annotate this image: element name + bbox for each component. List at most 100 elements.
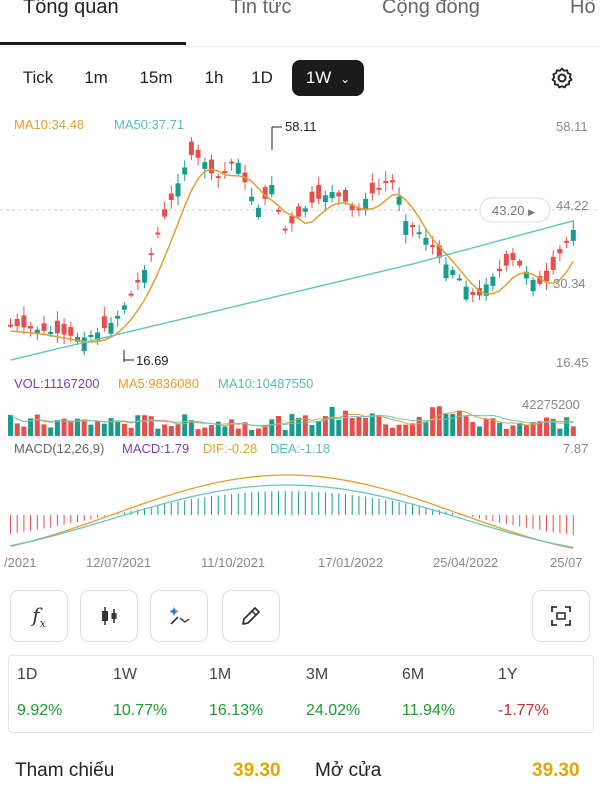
candle-body [363,198,369,211]
volume-bar [376,414,382,436]
candle-body [95,332,101,341]
top-tabs: Tổng quan Tin tức Cộng đồng Hồ [0,0,600,47]
gear-icon[interactable] [550,66,574,90]
volume-bar [229,419,235,436]
tab-overview[interactable]: Tổng quan [23,0,119,18]
volume-bar [343,410,348,436]
volume-bar [463,416,469,436]
candle-body [162,209,168,217]
candle-body [108,323,114,334]
volume-bar [108,418,114,436]
ai-tool-button[interactable] [150,590,208,642]
period-1d[interactable]: 1D [251,68,273,87]
candle-body [8,324,13,327]
candle-body [235,162,241,174]
performance-table: 1D 9.92% 1W 10.77% 1M 16.13% 3M 24.02% 6… [8,655,594,733]
candle-body [175,183,181,197]
candle-body [128,293,134,296]
candle-body [309,191,315,203]
tab-news[interactable]: Tin tức [230,0,292,18]
candle-body [523,271,529,279]
perf-label: 1M [209,666,232,683]
volume-bar [309,425,315,436]
candle-body [54,320,60,334]
candle-body [430,245,436,248]
volume-bar [202,427,208,436]
candle-body [356,208,362,211]
perf-value: 9.92% [17,702,63,719]
candle-body [517,260,523,266]
volume-bar [215,421,221,436]
period-selector: Tick 1m 15m 1h 1D 1W ⌄ [0,60,600,96]
candle-body [68,327,74,336]
date-label-5: 25/07 [550,555,583,570]
candle-body [544,270,549,282]
period-1m[interactable]: 1m [84,68,108,87]
volume-bar [269,419,275,436]
candle-body [168,193,174,200]
volume-bar [510,425,516,436]
active-tab-indicator [0,42,186,45]
macd-histogram [10,491,574,535]
volume-bar [41,424,47,436]
volume-bar [135,415,141,436]
chart-type-button[interactable] [80,590,138,642]
volume-bar [396,424,402,436]
reference-price-value: 39.30 [233,760,281,781]
date-label-0: /2021 [4,555,37,570]
volume-bar [142,415,147,436]
volume-bar [21,426,27,436]
low-price-marker: 16.69 [136,353,169,368]
volume-bar [329,406,335,436]
candle-body [195,149,201,158]
candlesticks [8,137,576,355]
fullscreen-button[interactable] [532,590,590,642]
period-1h[interactable]: 1h [204,68,224,87]
candle-body [436,245,442,258]
candle-body [450,270,456,275]
candle-body [41,323,47,331]
volume-bar [188,420,194,436]
volume-bar [262,425,268,436]
candle-body [396,196,402,205]
perf-label: 6M [402,666,425,683]
candle-body [289,215,295,224]
volume-ma10-line [10,414,574,427]
candle-body [369,182,375,194]
candle-body [316,185,322,199]
price-axis-top: 58.11 [556,119,588,134]
price-chart[interactable] [0,110,600,580]
candle-body [570,230,576,241]
volume-ma10-legend: MA10:10487550 [218,376,314,391]
tab-more[interactable]: Hồ [570,0,596,18]
volume-bar [128,427,134,436]
tab-community[interactable]: Cộng đồng [382,0,480,18]
candle-body [262,187,268,199]
candle-body [410,224,415,227]
volume-bars [8,406,576,436]
volume-bar [28,418,34,436]
volume-bar [383,424,389,436]
draw-button[interactable] [222,590,280,642]
volume-bar [450,413,456,436]
volume-bar [477,426,482,436]
pencil-icon [242,607,260,625]
period-15m[interactable]: 15m [139,68,173,87]
volume-bar [182,414,188,436]
candle-body [61,323,67,335]
volume-bar [483,418,489,436]
volume-bar [570,426,576,436]
current-price-badge [479,197,551,223]
date-label-4: 25/04/2022 [433,555,499,570]
period-tick[interactable]: Tick [22,68,54,87]
candle-body [115,315,121,319]
indicator-function-button[interactable]: fx [10,590,68,642]
magic-icon [169,607,190,625]
macd-params-legend: MACD(12,26,9) [14,441,105,456]
candle-body [255,207,261,218]
volume-bar [255,428,261,436]
candle-body [557,248,563,254]
perf-label: 1Y [498,666,518,683]
candle-body [510,253,516,260]
period-1w[interactable]: 1W ⌄ [292,60,364,96]
